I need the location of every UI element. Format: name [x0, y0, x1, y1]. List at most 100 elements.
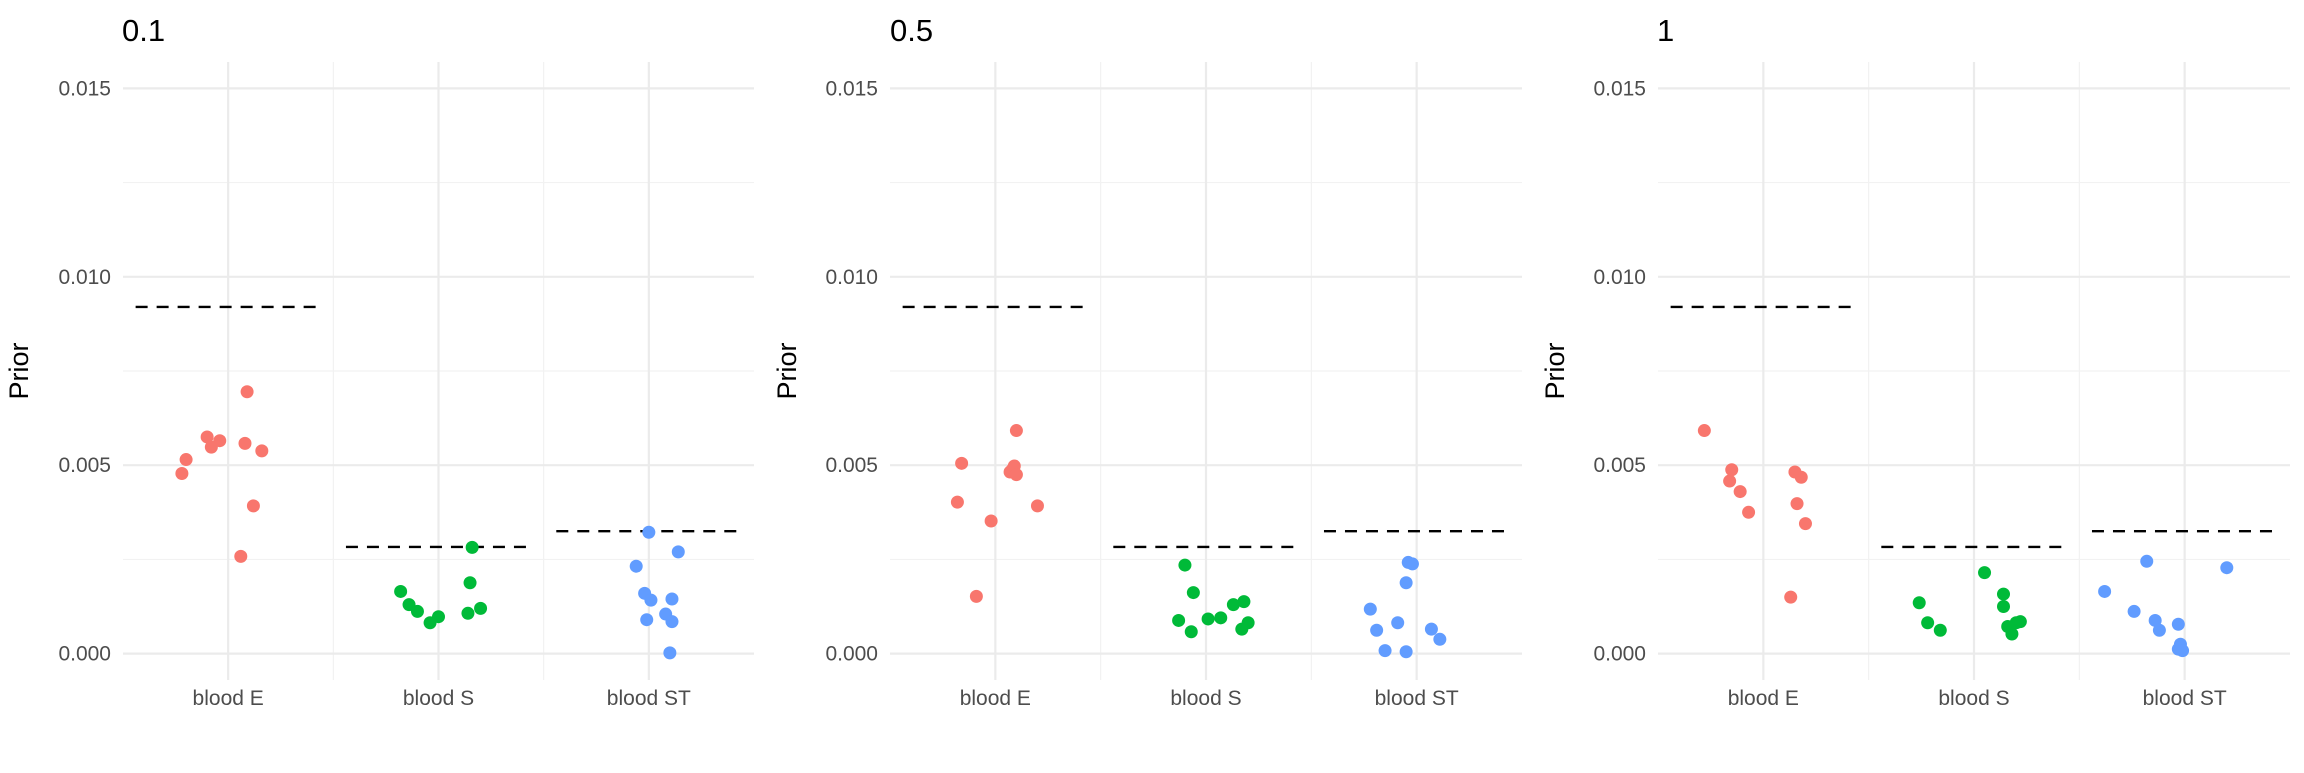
- y-tick-label: 0.000: [58, 643, 111, 666]
- data-point: [213, 434, 227, 448]
- data-point: [1201, 612, 1215, 626]
- data-point: [2127, 604, 2141, 618]
- x-tick-label: blood E: [960, 687, 1031, 710]
- data-point: [969, 589, 983, 603]
- data-point: [1030, 499, 1044, 513]
- x-tick-label: blood S: [403, 687, 474, 710]
- data-point: [1237, 595, 1251, 609]
- data-point: [1933, 623, 1947, 637]
- data-point: [1742, 505, 1756, 519]
- x-tick-label: blood E: [193, 687, 264, 710]
- data-point: [1399, 576, 1413, 590]
- data-point: [2176, 644, 2190, 658]
- data-point: [1424, 622, 1438, 636]
- data-point: [1996, 587, 2010, 601]
- data-point: [1784, 590, 1798, 604]
- panel-title: 0.5: [890, 13, 933, 48]
- y-tick-label: 0.000: [1593, 643, 1646, 666]
- data-point: [1241, 616, 1255, 630]
- data-point: [1370, 623, 1384, 637]
- data-point: [1226, 598, 1240, 612]
- y-tick-label: 0.015: [825, 77, 878, 100]
- x-tick-label: blood E: [1728, 687, 1799, 710]
- data-point: [665, 592, 679, 606]
- data-point: [238, 436, 252, 450]
- data-point: [1733, 485, 1747, 499]
- data-point: [2152, 623, 2166, 637]
- data-point: [2140, 554, 2154, 568]
- data-point: [2220, 561, 2234, 575]
- data-point: [2098, 584, 2112, 598]
- data-point: [644, 593, 658, 607]
- facet-panel-3: 0.000 0.005 0.010 0.015 blood E blood S blood …: [1540, 13, 2290, 710]
- y-tick-label: 0.005: [58, 454, 111, 477]
- data-point: [465, 540, 479, 554]
- data-point: [629, 559, 643, 573]
- y-axis-label: Prior: [4, 342, 34, 399]
- x-tick-label: blood S: [1170, 687, 1241, 710]
- data-point: [1214, 611, 1228, 625]
- data-point: [950, 495, 964, 509]
- data-point: [474, 601, 488, 615]
- x-tick-label: blood ST: [607, 687, 691, 710]
- facet-panel-2: 0.000 0.005 0.010 0.015 blood E blood S blood …: [772, 13, 1522, 710]
- data-point: [1978, 566, 1992, 580]
- data-point: [2013, 615, 2027, 629]
- data-point: [1378, 644, 1392, 658]
- data-point: [665, 615, 679, 629]
- data-point: [1178, 558, 1192, 572]
- data-point: [1399, 645, 1413, 659]
- data-point: [1912, 596, 1926, 610]
- data-point: [640, 613, 654, 627]
- data-point: [1723, 474, 1737, 488]
- x-tick-label: blood ST: [1375, 687, 1459, 710]
- data-point: [1186, 586, 1200, 600]
- facet-panel-1: 0.000 0.005 0.010 0.015 blood E blood S blood …: [4, 13, 754, 710]
- y-tick-label: 0.005: [1593, 454, 1646, 477]
- data-point: [984, 514, 998, 528]
- data-point: [461, 606, 475, 620]
- data-point: [410, 604, 424, 618]
- data-point: [1391, 616, 1405, 630]
- data-point: [1433, 632, 1447, 646]
- data-point: [1798, 517, 1812, 531]
- x-tick-label: blood ST: [2143, 687, 2227, 710]
- y-tick-label: 0.015: [58, 77, 111, 100]
- data-point: [2148, 613, 2162, 627]
- y-axis-label: Prior: [1540, 342, 1570, 399]
- data-point: [255, 444, 269, 458]
- y-tick-label: 0.010: [1593, 266, 1646, 289]
- data-point: [234, 549, 248, 563]
- data-point: [179, 453, 193, 467]
- data-point: [1009, 468, 1023, 482]
- data-point: [1794, 470, 1808, 484]
- x-tick-label: blood S: [1938, 687, 2009, 710]
- data-point: [394, 584, 408, 598]
- data-point: [1725, 463, 1739, 477]
- data-point: [1921, 616, 1935, 630]
- data-point: [1996, 600, 2010, 614]
- data-point: [175, 466, 189, 480]
- data-point: [663, 646, 677, 660]
- panel-title: 1: [1657, 13, 1674, 48]
- data-point: [246, 499, 260, 513]
- data-point: [1363, 602, 1377, 616]
- data-point: [240, 385, 254, 399]
- data-point: [2171, 617, 2185, 631]
- data-point: [1790, 497, 1804, 511]
- data-point: [1172, 613, 1186, 627]
- panel-title: 0.1: [122, 13, 165, 48]
- data-point: [671, 545, 685, 559]
- y-tick-label: 0.000: [825, 643, 878, 666]
- y-axis-label: Prior: [772, 342, 802, 399]
- data-point: [2005, 627, 2019, 641]
- data-point: [642, 525, 656, 539]
- data-point: [1697, 424, 1711, 438]
- y-tick-label: 0.010: [825, 266, 878, 289]
- data-point: [463, 576, 477, 590]
- data-point: [1009, 424, 1023, 438]
- data-point: [1184, 625, 1198, 639]
- data-point: [200, 430, 214, 444]
